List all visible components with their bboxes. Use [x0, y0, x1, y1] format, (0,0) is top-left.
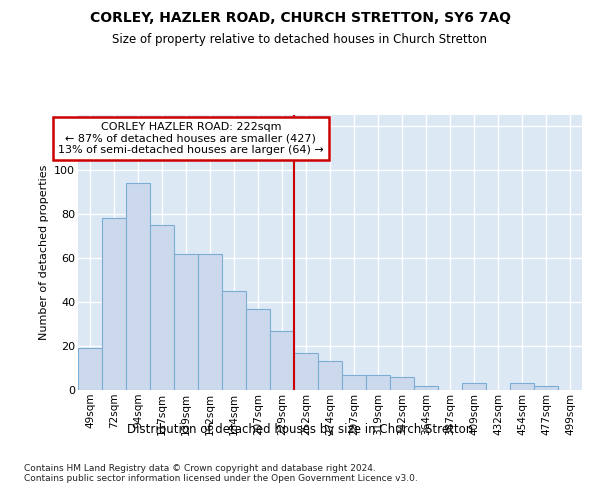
Bar [246, 308, 270, 390]
Text: CORLEY HAZLER ROAD: 222sqm
← 87% of detached houses are smaller (427)
13% of sem: CORLEY HAZLER ROAD: 222sqm ← 87% of deta… [58, 122, 323, 155]
Bar [270, 330, 294, 390]
Bar [294, 352, 318, 390]
Bar [534, 386, 558, 390]
Bar [198, 254, 222, 390]
Bar [222, 291, 246, 390]
Bar [414, 386, 438, 390]
Y-axis label: Number of detached properties: Number of detached properties [38, 165, 49, 340]
Bar [102, 218, 126, 390]
Bar [150, 225, 174, 390]
Text: Size of property relative to detached houses in Church Stretton: Size of property relative to detached ho… [113, 34, 487, 46]
Bar [366, 374, 390, 390]
Bar [78, 348, 102, 390]
Bar [342, 374, 366, 390]
Bar [126, 183, 150, 390]
Bar [462, 384, 486, 390]
Bar [510, 384, 534, 390]
Text: CORLEY, HAZLER ROAD, CHURCH STRETTON, SY6 7AQ: CORLEY, HAZLER ROAD, CHURCH STRETTON, SY… [89, 11, 511, 25]
Bar [390, 377, 414, 390]
Text: Distribution of detached houses by size in Church Stretton: Distribution of detached houses by size … [127, 422, 473, 436]
Bar [318, 362, 342, 390]
Text: Contains HM Land Registry data © Crown copyright and database right 2024.
Contai: Contains HM Land Registry data © Crown c… [24, 464, 418, 483]
Bar [174, 254, 198, 390]
